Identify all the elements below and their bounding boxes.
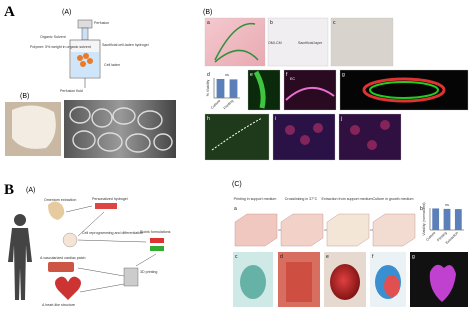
tile-label: a bbox=[207, 20, 210, 26]
heart bbox=[330, 264, 360, 300]
image-tile bbox=[205, 70, 245, 110]
image-tile bbox=[338, 113, 402, 161]
fluor bbox=[285, 125, 295, 135]
image-tile bbox=[339, 69, 469, 111]
callout: Sacrificial layer bbox=[298, 41, 323, 45]
image-tile bbox=[330, 17, 394, 67]
tile-label: e bbox=[250, 72, 253, 78]
step-label: A heart-like structure bbox=[42, 303, 75, 307]
step-label: Extraction from support medium bbox=[322, 197, 373, 201]
tile-label: a bbox=[234, 206, 237, 212]
sem-image bbox=[69, 106, 173, 153]
fluor bbox=[369, 81, 439, 99]
step-label: Bioink formulations bbox=[140, 230, 171, 234]
step-label: A vascularized cardiac patch bbox=[40, 256, 86, 260]
tile-label: c bbox=[333, 20, 336, 26]
bar bbox=[216, 79, 225, 98]
tile-label: g bbox=[412, 254, 415, 260]
x-tick-label: Printing bbox=[436, 231, 447, 242]
x-tick-label: Printing bbox=[223, 99, 234, 110]
fluor bbox=[350, 125, 360, 135]
x-tick-label: Culture bbox=[425, 231, 436, 242]
tile-label: f bbox=[286, 72, 288, 78]
tile-label: j bbox=[340, 116, 342, 122]
axis-title: % Viability bbox=[206, 80, 210, 97]
panel-label: B bbox=[4, 182, 14, 198]
vessel bbox=[214, 22, 256, 61]
fluor bbox=[211, 117, 263, 151]
image-tile bbox=[283, 69, 337, 111]
step-label: Personalized hydrogel bbox=[92, 197, 128, 201]
tile-label: h bbox=[207, 116, 210, 122]
subpanel-label: (A) bbox=[62, 9, 71, 16]
axis-title: Viability (normalized) bbox=[422, 202, 426, 235]
heart bbox=[429, 264, 456, 302]
step-label: 3D printing bbox=[140, 270, 157, 274]
vessel bbox=[214, 49, 259, 63]
image-tile bbox=[204, 113, 270, 161]
step-box bbox=[234, 213, 278, 247]
annotation: ns bbox=[445, 203, 449, 207]
tile-label: b bbox=[420, 206, 423, 212]
tile-label: d bbox=[280, 254, 283, 260]
heart bbox=[286, 262, 312, 302]
bar bbox=[432, 208, 440, 230]
step-box bbox=[280, 213, 324, 247]
subpanel-label: (B) bbox=[20, 93, 29, 100]
heart bbox=[384, 275, 400, 297]
photo bbox=[12, 105, 56, 149]
step-box bbox=[326, 213, 370, 247]
bar bbox=[229, 79, 238, 98]
callout: EC bbox=[290, 77, 295, 81]
step-label: Crosslinking in 37°C bbox=[285, 197, 318, 201]
x-tick-label: Extraction bbox=[445, 231, 459, 245]
tile-label: d bbox=[207, 72, 210, 78]
step-box bbox=[372, 213, 416, 247]
diagram-label: Perfusion bbox=[94, 21, 109, 25]
device-diagram bbox=[69, 19, 101, 88]
diagram-label: Organic Solvent bbox=[40, 35, 66, 39]
diagram-label: Polymer: 5% weight in organic solvent bbox=[30, 45, 91, 49]
fluor bbox=[367, 140, 377, 150]
heart bbox=[240, 265, 266, 299]
fluor bbox=[362, 77, 446, 103]
step-label: Printing in support medium bbox=[234, 197, 277, 201]
panel-label: A bbox=[4, 4, 15, 20]
callout: OMI-CM bbox=[268, 41, 282, 45]
subpanel-label: (B) bbox=[203, 9, 212, 16]
image-tile bbox=[267, 17, 329, 67]
diagram-label: Sacrificial cell-laden hydrogel bbox=[102, 43, 149, 47]
step-label: Culture in growth medium bbox=[373, 197, 414, 201]
tile-label: e bbox=[326, 254, 329, 260]
subpanel-label: (A) bbox=[26, 187, 35, 194]
diagram-label: Perfusion fluid bbox=[60, 89, 83, 93]
bar bbox=[454, 209, 462, 230]
fluor bbox=[313, 123, 323, 133]
workflow-diagram bbox=[48, 201, 164, 300]
bar bbox=[443, 208, 451, 230]
tile-label: b bbox=[270, 20, 273, 26]
tile-label: c bbox=[235, 254, 238, 260]
step-label: Omentum extraction bbox=[44, 198, 76, 202]
tile-label: i bbox=[275, 116, 276, 122]
diagram-label: Cell laden bbox=[104, 63, 120, 67]
subpanel-label: (C) bbox=[232, 181, 242, 188]
fluor bbox=[253, 70, 266, 109]
tile-label: f bbox=[372, 254, 374, 260]
x-tick-label: Culture bbox=[210, 99, 221, 110]
fluor bbox=[380, 120, 390, 130]
fluor bbox=[285, 87, 335, 101]
human-silhouette bbox=[8, 214, 32, 300]
tile-label: g bbox=[342, 72, 345, 78]
step-label: Cell reprogramming and differentiation bbox=[82, 231, 143, 235]
fluor bbox=[300, 135, 310, 145]
annotation: ns bbox=[225, 73, 229, 77]
image-tile bbox=[204, 17, 266, 67]
